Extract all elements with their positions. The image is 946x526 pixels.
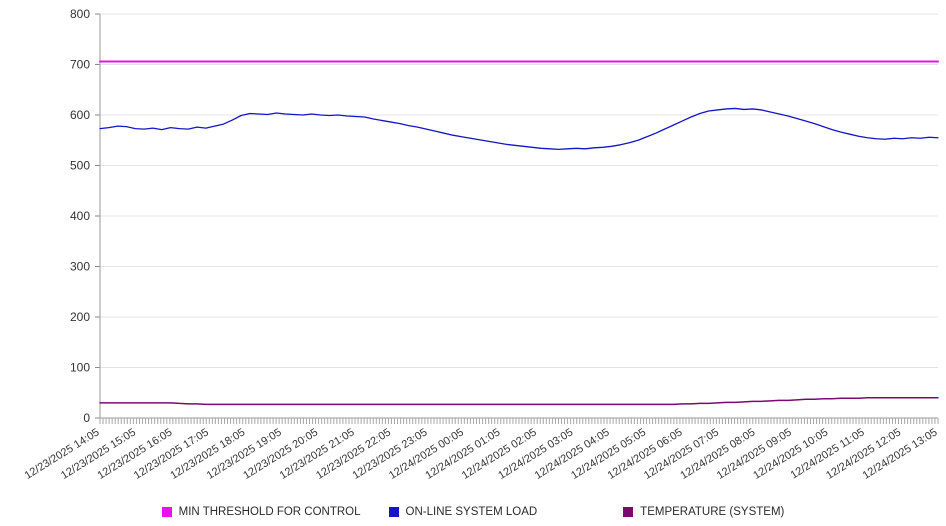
legend-item[interactable]: MIN THRESHOLD FOR CONTROL (161, 506, 361, 518)
series-line (99, 397, 939, 406)
y-tick-label: 200 (70, 310, 90, 324)
line-chart: 0 100 200 300 400 500 600 700 800 12/23/2025 14:… (23, 7, 940, 482)
legend-swatch-icon (388, 507, 399, 517)
legend-label: ON-LINE SYSTEM LOAD (405, 506, 538, 518)
legend-swatch-icon (161, 507, 172, 517)
y-tick-label: 100 (70, 361, 90, 375)
chart-legend: MIN THRESHOLD FOR CONTROL ON-LINE SYSTEM … (0, 506, 946, 518)
y-tick-label: 300 (70, 260, 90, 274)
plot-series (99, 60, 939, 406)
x-axis (99, 417, 939, 424)
y-tick-label: 0 (83, 411, 90, 425)
y-tick-label: 600 (70, 108, 90, 122)
legend-label: TEMPERATURE (SYSTEM) (640, 506, 785, 518)
legend-swatch-icon (623, 507, 634, 517)
gridlines (100, 13, 938, 368)
y-tick-label: 500 (70, 159, 90, 173)
y-axis: 0 100 200 300 400 500 600 700 800 (70, 7, 101, 425)
legend-item[interactable]: ON-LINE SYSTEM LOAD (388, 506, 538, 518)
legend-label: MIN THRESHOLD FOR CONTROL (178, 506, 361, 518)
y-tick-label: 400 (70, 209, 90, 223)
series-line (99, 107, 939, 150)
y-tick-label: 700 (70, 58, 90, 72)
legend-item[interactable]: TEMPERATURE (SYSTEM) (623, 506, 784, 518)
y-tick-label: 800 (70, 7, 90, 21)
